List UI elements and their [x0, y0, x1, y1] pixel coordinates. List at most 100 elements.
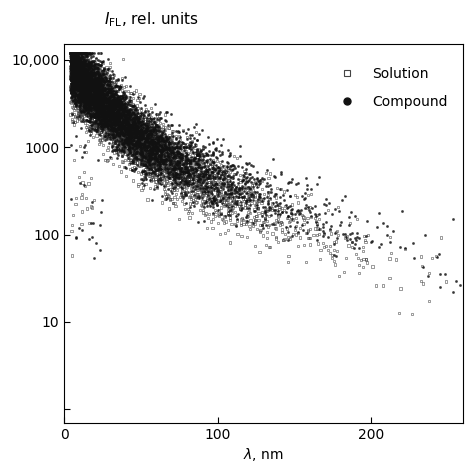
Point	[102, 91, 110, 99]
Point	[115, 123, 122, 130]
Point	[81, 99, 88, 107]
Point	[89, 63, 97, 70]
Point	[126, 97, 133, 104]
Point	[211, 198, 219, 205]
Point	[91, 73, 98, 81]
Point	[280, 196, 287, 204]
Point	[144, 115, 151, 122]
Point	[134, 127, 142, 135]
Point	[70, 75, 78, 83]
Point	[213, 202, 221, 210]
Point	[82, 79, 90, 86]
Point	[152, 136, 159, 144]
Point	[152, 143, 160, 150]
Point	[88, 95, 96, 103]
Point	[75, 67, 82, 75]
Point	[81, 103, 89, 110]
Point	[130, 140, 138, 147]
Point	[101, 90, 109, 98]
Point	[244, 197, 252, 205]
Point	[152, 150, 159, 158]
Point	[150, 155, 157, 162]
Point	[84, 111, 92, 119]
Point	[99, 99, 107, 106]
Point	[95, 91, 102, 98]
Point	[83, 91, 91, 99]
Point	[83, 88, 91, 96]
Point	[90, 104, 98, 111]
Point	[67, 49, 74, 57]
Point	[99, 98, 106, 105]
Point	[182, 175, 190, 183]
Point	[137, 126, 144, 134]
Point	[91, 91, 99, 99]
Point	[79, 91, 86, 98]
Point	[80, 68, 87, 75]
Point	[173, 171, 181, 178]
Point	[67, 67, 74, 74]
Point	[131, 132, 139, 140]
Point	[253, 175, 261, 182]
Point	[303, 185, 311, 192]
Point	[107, 115, 115, 123]
Point	[98, 104, 106, 111]
Point	[262, 221, 270, 228]
Point	[91, 118, 99, 126]
Point	[307, 214, 315, 221]
Point	[92, 75, 100, 83]
Point	[131, 127, 139, 135]
Point	[188, 154, 195, 161]
Point	[82, 81, 90, 88]
Point	[260, 194, 268, 201]
Point	[75, 65, 82, 73]
Point	[112, 146, 119, 154]
Point	[86, 86, 93, 94]
Point	[91, 74, 98, 82]
Point	[173, 152, 181, 159]
Point	[110, 94, 118, 101]
Point	[93, 126, 101, 134]
Point	[82, 105, 90, 112]
Point	[120, 110, 128, 118]
Point	[71, 72, 78, 79]
Point	[88, 100, 96, 108]
Point	[112, 126, 120, 134]
Point	[159, 160, 167, 167]
Point	[103, 108, 110, 115]
Point	[190, 179, 197, 187]
Point	[82, 77, 90, 85]
Point	[188, 166, 195, 173]
Point	[70, 72, 78, 80]
Point	[137, 170, 145, 177]
Point	[95, 69, 102, 76]
Point	[82, 70, 89, 77]
Point	[79, 106, 87, 114]
Point	[99, 98, 106, 106]
Point	[141, 168, 149, 176]
Point	[238, 164, 246, 171]
Point	[80, 60, 88, 68]
Point	[193, 183, 201, 191]
Point	[150, 118, 158, 126]
Point	[75, 67, 82, 74]
Point	[67, 61, 74, 69]
Point	[217, 196, 225, 204]
Point	[379, 282, 386, 289]
Point	[114, 107, 121, 114]
Point	[165, 139, 173, 147]
Point	[200, 152, 207, 160]
Point	[127, 109, 135, 117]
Point	[126, 159, 134, 167]
Point	[72, 83, 80, 91]
Point	[103, 109, 111, 117]
Point	[90, 82, 98, 89]
Point	[96, 81, 103, 88]
Point	[98, 98, 105, 105]
Point	[179, 173, 187, 181]
Point	[352, 250, 360, 257]
Point	[96, 92, 104, 100]
Point	[79, 76, 86, 84]
Point	[67, 57, 75, 64]
Point	[93, 107, 101, 115]
Point	[195, 145, 203, 153]
